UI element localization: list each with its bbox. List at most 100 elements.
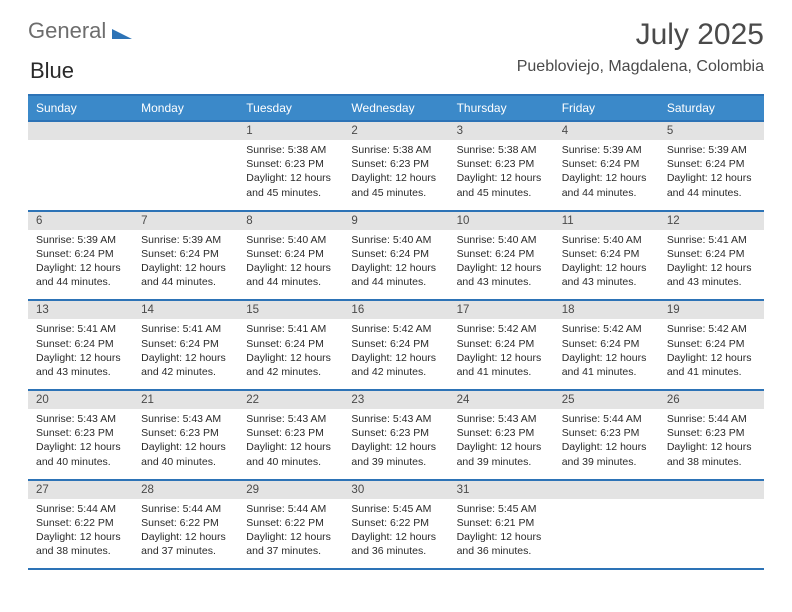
daylight-text-1: Daylight: 12 hours: [457, 261, 546, 275]
sunset-text: Sunset: 6:24 PM: [141, 337, 230, 351]
daylight-text-2: and 43 minutes.: [562, 275, 651, 289]
day-cell: Sunrise: 5:41 AMSunset: 6:24 PMDaylight:…: [238, 319, 343, 389]
daylight-text-1: Daylight: 12 hours: [457, 530, 546, 544]
logo-arrow-icon: [112, 29, 132, 39]
day-number: 13: [28, 301, 133, 319]
sunset-text: Sunset: 6:24 PM: [457, 247, 546, 261]
sunset-text: Sunset: 6:23 PM: [351, 426, 440, 440]
sunset-text: Sunset: 6:24 PM: [141, 247, 230, 261]
month-title: July 2025: [517, 18, 764, 52]
sunrise-text: Sunrise: 5:44 AM: [141, 502, 230, 516]
daylight-text-1: Daylight: 12 hours: [562, 261, 651, 275]
sunset-text: Sunset: 6:23 PM: [246, 157, 335, 171]
day-cell: Sunrise: 5:42 AMSunset: 6:24 PMDaylight:…: [659, 319, 764, 389]
day-content-row: Sunrise: 5:39 AMSunset: 6:24 PMDaylight:…: [28, 230, 764, 300]
title-block: July 2025 Puebloviejo, Magdalena, Colomb…: [517, 18, 764, 76]
daylight-text-2: and 44 minutes.: [36, 275, 125, 289]
brand-logo: General: [28, 18, 132, 44]
day-number-row: 6789101112: [28, 210, 764, 230]
day-cell: Sunrise: 5:40 AMSunset: 6:24 PMDaylight:…: [343, 230, 448, 300]
sunset-text: Sunset: 6:24 PM: [667, 247, 756, 261]
weekday-mon: Monday: [133, 96, 238, 120]
day-number: 28: [133, 481, 238, 499]
daylight-text-1: Daylight: 12 hours: [141, 261, 230, 275]
daylight-text-1: Daylight: 12 hours: [141, 440, 230, 454]
sunset-text: Sunset: 6:23 PM: [351, 157, 440, 171]
sunrise-text: Sunrise: 5:45 AM: [457, 502, 546, 516]
day-cell: Sunrise: 5:43 AMSunset: 6:23 PMDaylight:…: [28, 409, 133, 479]
daylight-text-2: and 45 minutes.: [246, 186, 335, 200]
day-number: 9: [343, 212, 448, 230]
sunrise-text: Sunrise: 5:38 AM: [351, 143, 440, 157]
daylight-text-1: Daylight: 12 hours: [667, 261, 756, 275]
day-number-row: 13141516171819: [28, 299, 764, 319]
sunrise-text: Sunrise: 5:43 AM: [351, 412, 440, 426]
day-number: 26: [659, 391, 764, 409]
sunset-text: Sunset: 6:24 PM: [562, 157, 651, 171]
sunrise-text: Sunrise: 5:40 AM: [246, 233, 335, 247]
daylight-text-1: Daylight: 12 hours: [351, 530, 440, 544]
daylight-text-2: and 44 minutes.: [246, 275, 335, 289]
sunrise-text: Sunrise: 5:41 AM: [141, 322, 230, 336]
sunrise-text: Sunrise: 5:42 AM: [351, 322, 440, 336]
daylight-text-1: Daylight: 12 hours: [36, 530, 125, 544]
day-cell: Sunrise: 5:44 AMSunset: 6:22 PMDaylight:…: [28, 499, 133, 569]
day-cell: Sunrise: 5:39 AMSunset: 6:24 PMDaylight:…: [133, 230, 238, 300]
sunrise-text: Sunrise: 5:41 AM: [667, 233, 756, 247]
brand-part2: Blue: [30, 58, 74, 83]
sunrise-text: Sunrise: 5:41 AM: [36, 322, 125, 336]
day-content-row: Sunrise: 5:44 AMSunset: 6:22 PMDaylight:…: [28, 499, 764, 569]
daylight-text-2: and 44 minutes.: [141, 275, 230, 289]
day-cell: Sunrise: 5:38 AMSunset: 6:23 PMDaylight:…: [343, 140, 448, 210]
daylight-text-1: Daylight: 12 hours: [667, 351, 756, 365]
sunrise-text: Sunrise: 5:39 AM: [667, 143, 756, 157]
daylight-text-2: and 38 minutes.: [36, 544, 125, 558]
sunrise-text: Sunrise: 5:44 AM: [36, 502, 125, 516]
daylight-text-1: Daylight: 12 hours: [457, 171, 546, 185]
sunset-text: Sunset: 6:24 PM: [246, 337, 335, 351]
day-cell: Sunrise: 5:43 AMSunset: 6:23 PMDaylight:…: [449, 409, 554, 479]
day-number: 31: [449, 481, 554, 499]
sunrise-text: Sunrise: 5:38 AM: [457, 143, 546, 157]
daylight-text-2: and 40 minutes.: [246, 455, 335, 469]
sunrise-text: Sunrise: 5:44 AM: [667, 412, 756, 426]
daylight-text-2: and 41 minutes.: [667, 365, 756, 379]
daylight-text-2: and 37 minutes.: [141, 544, 230, 558]
day-number: 23: [343, 391, 448, 409]
daylight-text-2: and 42 minutes.: [246, 365, 335, 379]
brand-part1: General: [28, 18, 106, 44]
day-cell: Sunrise: 5:40 AMSunset: 6:24 PMDaylight:…: [449, 230, 554, 300]
sunrise-text: Sunrise: 5:41 AM: [246, 322, 335, 336]
daylight-text-1: Daylight: 12 hours: [36, 261, 125, 275]
day-number: 1: [238, 122, 343, 140]
sunset-text: Sunset: 6:21 PM: [457, 516, 546, 530]
daylight-text-2: and 43 minutes.: [457, 275, 546, 289]
day-cell: Sunrise: 5:38 AMSunset: 6:23 PMDaylight:…: [238, 140, 343, 210]
sunrise-text: Sunrise: 5:42 AM: [667, 322, 756, 336]
sunset-text: Sunset: 6:23 PM: [246, 426, 335, 440]
daylight-text-1: Daylight: 12 hours: [141, 530, 230, 544]
daylight-text-1: Daylight: 12 hours: [246, 171, 335, 185]
day-number: 2: [343, 122, 448, 140]
day-number: 11: [554, 212, 659, 230]
day-cell: Sunrise: 5:40 AMSunset: 6:24 PMDaylight:…: [238, 230, 343, 300]
sunset-text: Sunset: 6:24 PM: [36, 337, 125, 351]
day-number: 29: [238, 481, 343, 499]
sunset-text: Sunset: 6:24 PM: [667, 157, 756, 171]
sunset-text: Sunset: 6:24 PM: [246, 247, 335, 261]
daylight-text-1: Daylight: 12 hours: [562, 351, 651, 365]
sunset-text: Sunset: 6:24 PM: [36, 247, 125, 261]
day-cell: Sunrise: 5:41 AMSunset: 6:24 PMDaylight:…: [133, 319, 238, 389]
daylight-text-1: Daylight: 12 hours: [562, 171, 651, 185]
daylight-text-1: Daylight: 12 hours: [36, 351, 125, 365]
day-number-row: 20212223242526: [28, 389, 764, 409]
daylight-text-1: Daylight: 12 hours: [351, 261, 440, 275]
day-cell: [659, 499, 764, 569]
weekday-sat: Saturday: [659, 96, 764, 120]
day-number: 27: [28, 481, 133, 499]
day-number: 20: [28, 391, 133, 409]
daylight-text-1: Daylight: 12 hours: [141, 351, 230, 365]
sunset-text: Sunset: 6:23 PM: [36, 426, 125, 440]
daylight-text-1: Daylight: 12 hours: [457, 351, 546, 365]
daylight-text-2: and 45 minutes.: [457, 186, 546, 200]
